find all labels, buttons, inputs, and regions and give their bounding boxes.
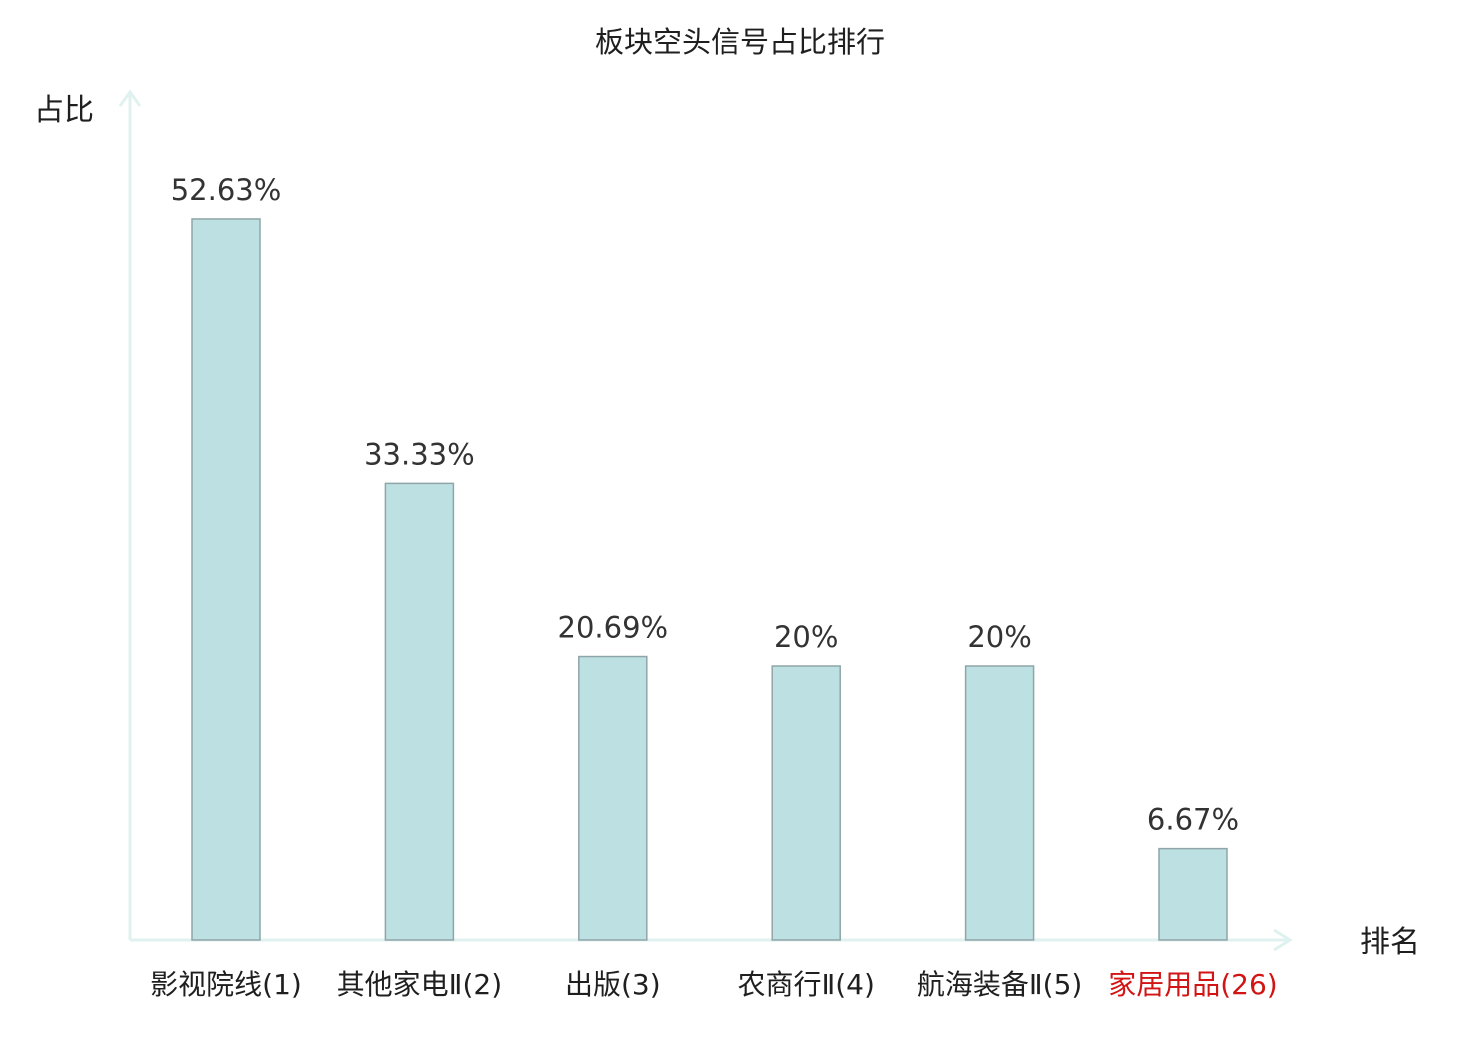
value-labels-group: 52.63% 33.33% 20.69% 20% 20% 6.67% bbox=[171, 173, 1239, 837]
x-axis-arrow bbox=[1273, 928, 1293, 952]
bar bbox=[384, 482, 455, 941]
bar bbox=[964, 665, 1035, 941]
data-label: 52.63% bbox=[171, 173, 282, 207]
bar bbox=[771, 665, 841, 941]
data-label: 20.69% bbox=[558, 611, 669, 645]
x-tick-label: 出版(3) bbox=[565, 968, 661, 1001]
x-tick-label: 农商行Ⅱ(4) bbox=[737, 968, 874, 1001]
chart-title: 板块空头信号占比排行 bbox=[595, 25, 885, 59]
bars-group bbox=[191, 218, 1228, 941]
x-tick-label: 其他家电Ⅱ(2) bbox=[337, 968, 502, 1001]
category-labels-group: 影视院线(1) 其他家电Ⅱ(2) 出版(3) 农商行Ⅱ(4) 航海装备Ⅱ(5) 家居用品(… bbox=[150, 968, 1278, 1001]
y-axis-label: 占比 bbox=[34, 93, 94, 128]
x-axis-label: 排名 bbox=[1360, 925, 1420, 960]
x-tick-label: 家居用品(26) bbox=[1108, 968, 1277, 1001]
bar bbox=[1158, 847, 1228, 941]
y-axis-arrow bbox=[118, 89, 142, 107]
bar bbox=[191, 218, 261, 941]
x-tick-label: 航海装备Ⅱ(5) bbox=[917, 968, 1082, 1001]
bar bbox=[578, 655, 648, 941]
data-label: 33.33% bbox=[364, 437, 475, 471]
x-tick-label: 影视院线(1) bbox=[150, 968, 302, 1001]
data-label: 20% bbox=[967, 620, 1031, 654]
data-label: 20% bbox=[774, 620, 838, 654]
data-label: 6.67% bbox=[1147, 803, 1239, 837]
